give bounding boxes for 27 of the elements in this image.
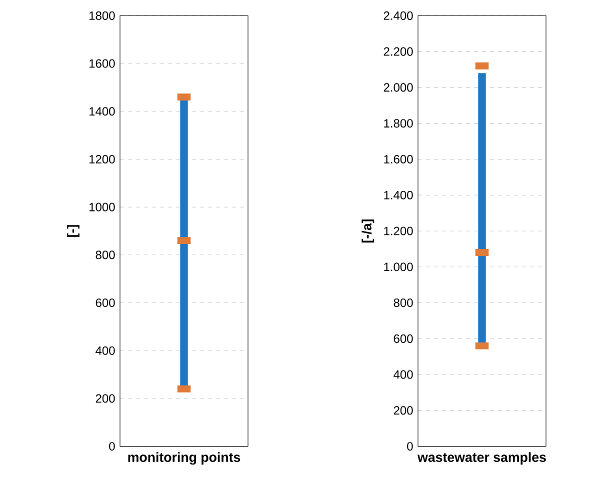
y-tick-label: 1400: [90, 107, 115, 116]
y-tick-label: 1.600: [384, 154, 413, 164]
y-tick-label: 400: [96, 346, 115, 355]
y-tick-label: 2.000: [384, 83, 413, 92]
y-tick-label: 1000: [90, 202, 115, 212]
y-tick-label: 1800: [90, 11, 115, 20]
y-tick-label: 0: [407, 442, 413, 451]
y-tick-label: 1.400: [384, 190, 413, 200]
y-tick-label: 2.200: [384, 47, 413, 56]
y-axis-title: [-/a]: [362, 220, 374, 242]
y-tick-label: 200: [394, 406, 413, 415]
y-tick-label: 400: [394, 370, 413, 379]
y-axis-title: [-]: [67, 225, 80, 237]
y-tick-label: 1.200: [384, 226, 413, 236]
x-axis-title: monitoring points: [128, 452, 240, 465]
y-tick-label: 200: [96, 394, 115, 403]
y-tick-label: 0: [109, 442, 115, 451]
y-tick-label: 600: [394, 334, 413, 343]
y-tick-label: 1200: [90, 154, 115, 164]
y-tick-label: 2.400: [384, 11, 413, 20]
y-tick-label: 600: [96, 298, 115, 308]
y-tick-label: 1600: [90, 59, 115, 68]
y-tick-label: 800: [394, 298, 413, 308]
y-tick-label: 1.000: [384, 262, 413, 272]
y-tick-label: 800: [96, 250, 115, 260]
y-tick-label: 1.800: [384, 119, 413, 128]
x-axis-title: wastewater samples: [417, 452, 546, 465]
